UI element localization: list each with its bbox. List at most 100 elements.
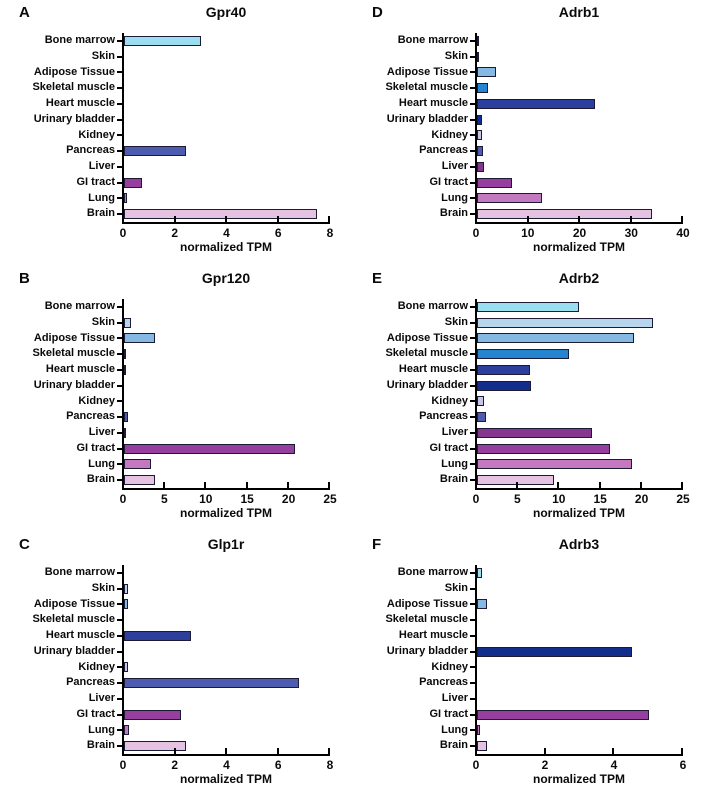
y-tick xyxy=(117,384,122,387)
x-tick xyxy=(526,216,529,222)
category-label: Liver xyxy=(441,692,468,704)
x-tick-label: 4 xyxy=(223,758,230,772)
x-tick xyxy=(681,482,683,488)
y-tick xyxy=(470,337,475,340)
x-axis-label: normalized TPM xyxy=(532,772,625,786)
y-tick xyxy=(470,134,475,137)
y-tick xyxy=(470,447,475,450)
x-tick-label: 0 xyxy=(119,758,127,772)
y-tick xyxy=(470,603,475,606)
category-label: GI tract xyxy=(429,175,468,188)
y-tick xyxy=(470,102,475,105)
chart-title: Gpr40 xyxy=(205,4,247,20)
chart-title: Adrb2 xyxy=(558,270,600,286)
category-label: Skeletal muscle xyxy=(32,347,115,360)
plot-area xyxy=(475,33,683,224)
bar-urinary-bladder xyxy=(477,646,632,657)
chart-title: Gpr120 xyxy=(201,270,251,286)
category-label: Brain xyxy=(86,739,115,752)
y-tick xyxy=(470,431,475,434)
y-tick xyxy=(117,603,122,606)
category-label: Adipose Tissue xyxy=(33,331,115,344)
x-tick-label: 6 xyxy=(679,758,687,772)
category-label: Skin xyxy=(91,315,115,328)
bar-gi-tract xyxy=(477,177,513,188)
bar-brain xyxy=(477,209,653,220)
x-tick-label: 20 xyxy=(634,492,649,506)
category-label: Lung xyxy=(441,457,468,470)
y-tick xyxy=(470,634,475,637)
y-tick xyxy=(117,71,122,74)
y-tick xyxy=(117,134,122,137)
category-label: Liver xyxy=(88,426,115,438)
x-tick xyxy=(557,482,560,488)
y-tick xyxy=(470,150,475,153)
x-tick-label: 2 xyxy=(171,758,179,772)
plot-area xyxy=(475,565,683,756)
bar-lung xyxy=(124,725,130,736)
x-tick-label: 20 xyxy=(572,226,587,240)
y-tick xyxy=(117,431,122,434)
bar-pancreas xyxy=(477,146,484,157)
category-label: Urinary bladder xyxy=(386,378,468,391)
x-tick xyxy=(516,482,519,488)
x-tick-label: 4 xyxy=(610,758,618,772)
bar-liver xyxy=(477,427,592,438)
y-tick xyxy=(470,71,475,74)
category-label: Skeletal muscle xyxy=(385,347,468,360)
x-axis-label: normalized TPM xyxy=(532,240,625,254)
bar-kidney xyxy=(477,396,485,407)
bar-pancreas xyxy=(477,412,487,423)
y-tick xyxy=(470,729,475,732)
x-tick-label: 30 xyxy=(624,226,638,240)
category-label: GI tract xyxy=(429,441,468,454)
y-tick xyxy=(117,416,122,419)
x-tick-label: 5 xyxy=(161,492,168,506)
bar-skin xyxy=(477,317,653,328)
panel-letter: B xyxy=(19,270,31,287)
x-tick-label: 0 xyxy=(119,226,127,240)
y-tick xyxy=(470,416,475,419)
plot-area xyxy=(122,565,330,756)
category-label: Brain xyxy=(439,207,468,220)
category-label: Skeletal muscle xyxy=(32,81,115,94)
category-label: Pancreas xyxy=(419,144,468,157)
bar-heart-muscle xyxy=(477,98,596,109)
y-tick xyxy=(117,400,122,403)
bar-adipose-tissue xyxy=(477,599,488,610)
y-tick xyxy=(117,666,122,669)
category-label: GI tract xyxy=(76,175,115,188)
category-label: Kidney xyxy=(78,660,115,673)
y-tick xyxy=(470,353,475,356)
bar-liver xyxy=(477,161,485,172)
category-label: Skeletal muscle xyxy=(32,613,115,626)
category-label: Brain xyxy=(86,207,115,220)
bar-gi-tract xyxy=(477,443,611,454)
y-tick xyxy=(117,197,122,200)
x-tick-label: 10 xyxy=(521,226,535,240)
x-tick xyxy=(629,216,632,222)
bar-skeletal-muscle xyxy=(477,349,570,360)
category-label: Kidney xyxy=(431,660,468,673)
x-tick-label: 2 xyxy=(171,226,179,240)
category-label: Skin xyxy=(444,49,468,62)
panel-f: F Adrb3 Bone marrow Skin Adipose Tissue Skele… xyxy=(353,532,706,798)
x-tick xyxy=(681,748,683,754)
y-tick xyxy=(117,571,122,574)
category-label: Brain xyxy=(439,473,468,486)
x-tick-label: 6 xyxy=(274,226,282,240)
bar-heart-muscle xyxy=(124,364,127,375)
y-tick xyxy=(470,305,475,308)
category-label: Heart muscle xyxy=(45,97,115,109)
category-label: Liver xyxy=(441,426,468,438)
y-tick xyxy=(117,102,122,105)
bar-skin xyxy=(124,583,128,594)
category-label: Brain xyxy=(86,473,115,486)
bar-brain xyxy=(477,741,488,752)
bar-skeletal-muscle xyxy=(124,349,127,360)
bar-pancreas xyxy=(124,412,129,423)
y-tick xyxy=(117,697,122,700)
x-tick xyxy=(163,482,166,488)
y-tick xyxy=(470,55,475,58)
plot-area xyxy=(122,299,330,490)
